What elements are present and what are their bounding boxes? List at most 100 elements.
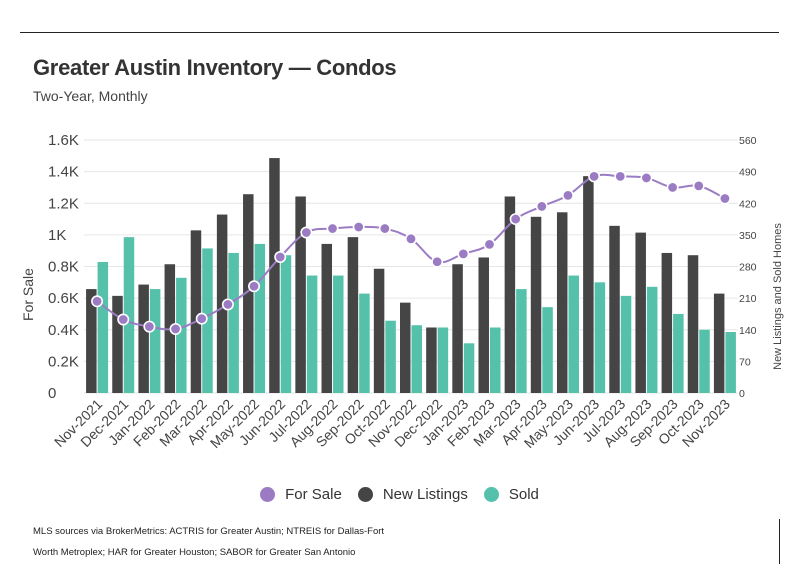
point-for-sale: [248, 280, 261, 293]
chart-subtitle: Two-Year, Monthly: [33, 88, 148, 104]
point-for-sale: [143, 320, 156, 333]
bar-new-listings: [295, 196, 306, 393]
chart-legend: For Sale New Listings Sold: [0, 486, 799, 503]
point-for-sale: [509, 213, 522, 226]
bar-sold: [673, 313, 684, 393]
bar-sold: [620, 295, 632, 393]
y-right-tick-label: 420: [739, 198, 757, 210]
point-for-sale: [640, 171, 653, 184]
bar-sold: [306, 275, 318, 393]
point-for-sale: [326, 222, 339, 235]
point-for-sale: [404, 232, 417, 245]
chart-title: Greater Austin Inventory — Condos: [33, 55, 397, 80]
point-for-sale: [169, 322, 182, 335]
bar-sold: [202, 248, 213, 393]
bar-sold: [463, 343, 475, 393]
point-for-sale: [378, 222, 391, 235]
bar-sold: [149, 289, 161, 393]
bar-new-listings: [190, 230, 202, 393]
legend-swatch-for-sale: [260, 487, 276, 502]
y-left-tick-label: 1.4K: [48, 164, 79, 181]
y-right-axis-title: New Listings and Sold Homes: [772, 223, 784, 370]
point-for-sale: [352, 220, 365, 233]
bar-new-listings: [478, 257, 489, 393]
y-right-tick-label: 490: [739, 167, 757, 179]
point-for-sale: [483, 238, 496, 251]
bar-new-listings: [687, 255, 699, 393]
legend-label-for-sale: For Sale: [285, 486, 342, 503]
bar-sold: [725, 332, 736, 393]
bar-new-listings: [373, 268, 385, 393]
y-left-tick-label: 1.2K: [48, 195, 79, 212]
bar-sold: [699, 329, 710, 393]
point-for-sale: [614, 170, 627, 183]
bar-sold: [359, 293, 370, 393]
bar-sold: [411, 325, 422, 393]
bar-new-listings: [86, 289, 97, 393]
y-right-tick-label: 560: [739, 135, 757, 147]
y-right-tick-label: 350: [739, 230, 757, 242]
point-for-sale: [221, 298, 234, 311]
y-left-tick-label: 0.6K: [48, 290, 79, 307]
bar-sold: [228, 252, 239, 393]
y-left-tick-label: 0: [48, 385, 56, 402]
point-for-sale: [588, 170, 601, 183]
bar-new-listings: [713, 293, 725, 393]
bar-sold: [280, 255, 292, 393]
bar-new-listings: [609, 225, 620, 393]
bar-new-listings: [530, 216, 542, 393]
bar-new-listings: [504, 196, 516, 393]
source-note-line-1: MLS sources via BrokerMetrics: ACTRIS fo…: [33, 526, 385, 537]
bar-new-listings: [347, 237, 359, 393]
point-for-sale: [666, 181, 679, 194]
point-for-sale: [195, 312, 208, 325]
y-left-tick-label: 1.6K: [48, 132, 79, 149]
legend-item-new-listings[interactable]: New Listings: [357, 486, 468, 503]
point-for-sale: [274, 251, 287, 264]
legend-label-new-listings: New Listings: [382, 486, 468, 503]
source-note-line-2: Worth Metroplex; HAR for Greater Houston…: [33, 547, 356, 558]
point-for-sale: [91, 295, 104, 308]
y-right-tick-label: 210: [739, 293, 757, 305]
point-for-sale: [300, 226, 313, 239]
bar-new-listings: [138, 284, 149, 393]
y-left-tick-label: 0.4K: [48, 322, 79, 339]
point-for-sale: [535, 200, 548, 213]
bar-sold: [646, 286, 658, 393]
y-right-tick-label: 140: [739, 325, 757, 337]
top-rule: [20, 32, 779, 33]
y-left-tick-label: 0.2K: [48, 353, 79, 370]
bar-new-listings: [400, 302, 411, 393]
point-for-sale: [561, 189, 574, 202]
source-note: MLS sources via BrokerMetrics: ACTRIS fo…: [33, 521, 753, 563]
bar-sold: [385, 320, 396, 393]
legend-item-sold[interactable]: Sold: [483, 486, 539, 503]
y-right-tick-label: 280: [739, 262, 757, 274]
point-for-sale: [718, 192, 731, 205]
y-left-tick-label: 0.8K: [48, 259, 79, 276]
point-for-sale: [431, 255, 444, 268]
bar-sold: [97, 261, 109, 393]
bar-sold: [176, 277, 187, 393]
bar-new-listings: [243, 194, 254, 393]
bar-new-listings: [556, 212, 568, 393]
bar-new-listings: [635, 232, 646, 393]
bar-new-listings: [452, 264, 463, 393]
point-for-sale: [457, 247, 470, 260]
legend-item-for-sale[interactable]: For Sale: [260, 486, 342, 503]
bar-new-listings: [583, 176, 594, 393]
bar-sold: [254, 243, 266, 393]
point-for-sale: [692, 179, 705, 192]
bar-sold: [333, 275, 344, 393]
bar-new-listings: [426, 327, 437, 393]
legend-label-sold: Sold: [508, 486, 539, 503]
bar-new-listings: [112, 295, 123, 393]
bar-sold: [489, 327, 501, 393]
bar-sold: [568, 275, 579, 393]
point-for-sale: [117, 313, 130, 326]
bar-sold: [123, 237, 135, 393]
bar-sold: [594, 282, 606, 393]
bar-sold: [516, 289, 527, 393]
footer-side-rule: [779, 519, 780, 564]
